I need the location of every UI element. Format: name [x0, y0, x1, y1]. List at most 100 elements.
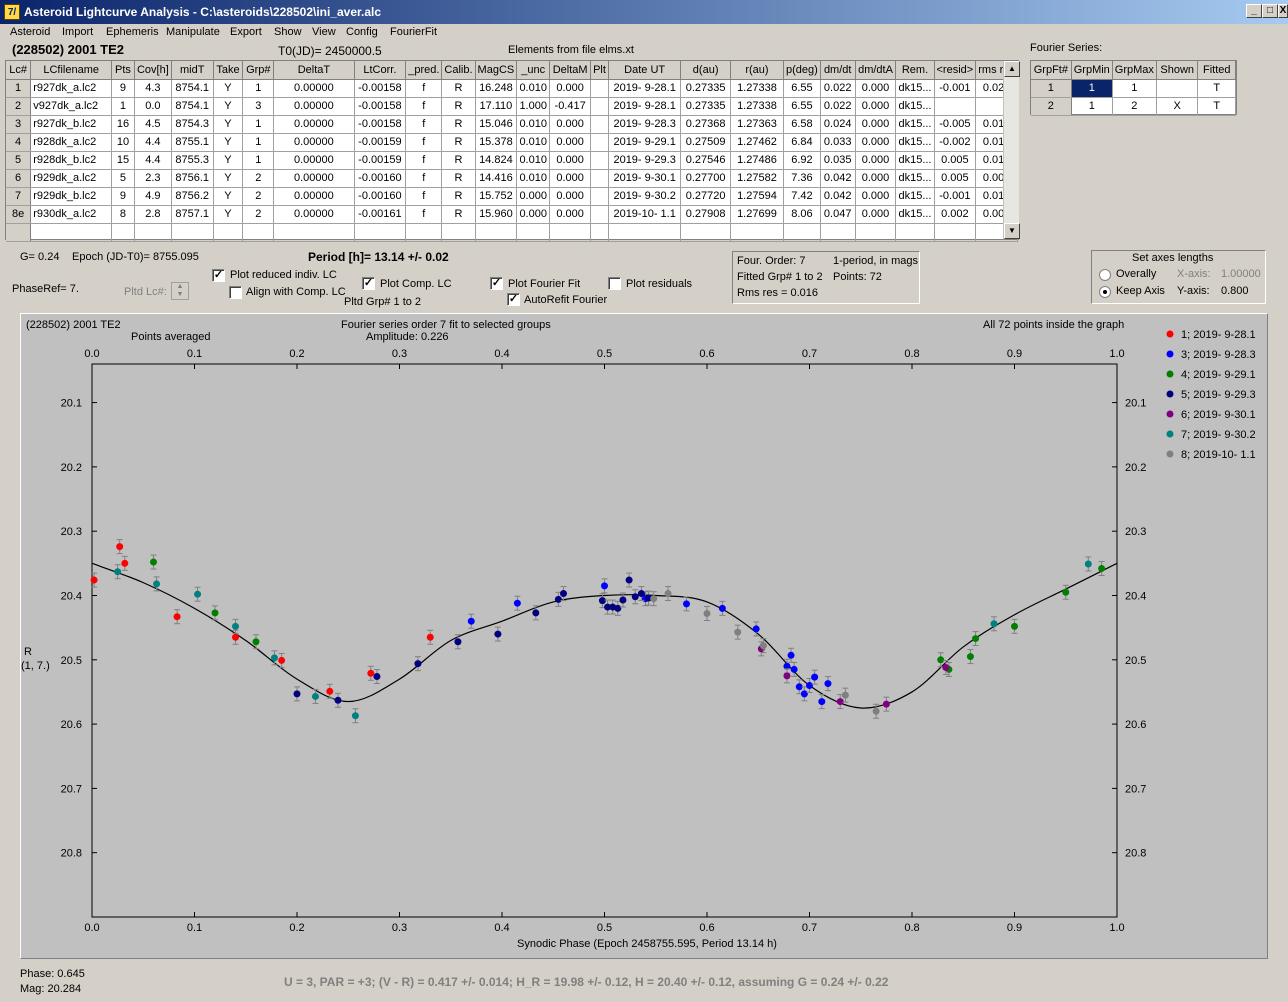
table-cell[interactable]: [405, 223, 443, 242]
table-cell[interactable]: Y: [213, 151, 244, 170]
column-header[interactable]: Cov[h]: [134, 61, 172, 80]
keep-axis-radio[interactable]: [1099, 286, 1111, 298]
table-cell[interactable]: 1: [242, 79, 275, 98]
table-cell[interactable]: 0.024: [820, 115, 856, 134]
column-header[interactable]: LCfilename: [30, 61, 113, 80]
table-scrollbar[interactable]: ▲ ▼: [1003, 61, 1020, 239]
table-cell[interactable]: 8: [111, 205, 135, 224]
table-cell[interactable]: 0.00000: [273, 169, 355, 188]
table-cell[interactable]: 2.3: [134, 169, 172, 188]
column-header[interactable]: p(deg): [783, 61, 821, 80]
table-cell[interactable]: R: [441, 187, 476, 206]
column-header[interactable]: dm/dt: [820, 61, 856, 80]
table-cell[interactable]: v927dk_a.lc2: [30, 97, 113, 116]
fourier-column-header[interactable]: GrpMax: [1112, 61, 1157, 80]
table-cell[interactable]: 6.92: [783, 151, 821, 170]
scroll-up-icon[interactable]: ▲: [1004, 61, 1020, 77]
table-cell[interactable]: Y: [213, 97, 244, 116]
plot-fourier-checkbox[interactable]: ✓: [490, 277, 503, 290]
column-header[interactable]: _pred.: [405, 61, 443, 80]
table-cell[interactable]: -0.00158: [354, 97, 407, 116]
table-cell[interactable]: 0.27335: [680, 79, 731, 98]
table-cell[interactable]: 1.000: [516, 97, 551, 116]
table-cell[interactable]: 1: [242, 151, 275, 170]
table-cell[interactable]: f: [405, 97, 443, 116]
table-cell[interactable]: [590, 79, 609, 98]
table-cell[interactable]: [608, 223, 682, 242]
table-cell[interactable]: 0.022: [820, 79, 856, 98]
table-cell[interactable]: r929dk_b.lc2: [30, 187, 113, 206]
table-cell[interactable]: 1.27462: [730, 133, 785, 152]
table-cell[interactable]: 2019-10- 1.1: [608, 205, 682, 224]
table-cell[interactable]: 0.000: [855, 187, 897, 206]
table-cell[interactable]: 6.55: [783, 97, 821, 116]
table-cell[interactable]: 1: [242, 115, 275, 134]
table-cell[interactable]: R: [441, 169, 476, 188]
menu-ephemeris[interactable]: Ephemeris: [106, 26, 159, 38]
menu-config[interactable]: Config: [346, 26, 378, 38]
table-cell[interactable]: -0.00161: [354, 205, 407, 224]
table-cell[interactable]: -0.417: [549, 97, 592, 116]
table-cell[interactable]: [934, 223, 977, 242]
table-cell[interactable]: -0.001: [934, 79, 977, 98]
table-cell[interactable]: 3: [6, 115, 32, 134]
table-cell[interactable]: 0.27720: [680, 187, 731, 206]
menu-import[interactable]: Import: [62, 26, 94, 38]
table-cell[interactable]: 0.27509: [680, 133, 731, 152]
table-cell[interactable]: r928dk_b.lc2: [30, 151, 113, 170]
table-cell[interactable]: -0.00159: [354, 133, 407, 152]
column-header[interactable]: _unc: [516, 61, 551, 80]
table-cell[interactable]: -0.00159: [354, 151, 407, 170]
table-cell[interactable]: [590, 223, 609, 242]
fourier-cell[interactable]: 1: [1112, 79, 1157, 98]
column-header[interactable]: Lc#: [6, 61, 32, 80]
table-cell[interactable]: 2019- 9-29.1: [608, 133, 682, 152]
overally-radio[interactable]: [1099, 269, 1111, 281]
table-cell[interactable]: 0.035: [820, 151, 856, 170]
table-cell[interactable]: Y: [213, 169, 244, 188]
table-cell[interactable]: 15: [111, 151, 135, 170]
table-cell[interactable]: 0.047: [820, 205, 856, 224]
table-cell[interactable]: -0.001: [934, 187, 977, 206]
table-cell[interactable]: dk15...: [895, 205, 935, 224]
table-row[interactable]: 2 v927dk_a.lc2 1 0.0 8754.1 Y 3 0.00000 -0.00158…: [6, 97, 1018, 116]
table-cell[interactable]: 0.27335: [680, 97, 731, 116]
table-cell[interactable]: Y: [213, 133, 244, 152]
table-cell[interactable]: 1.27699: [730, 205, 785, 224]
table-row[interactable]: 5 r928dk_b.lc2 15 4.4 8755.3 Y 1 0.00000 -0.0015…: [6, 151, 1018, 170]
fourier-cell[interactable]: T: [1197, 97, 1236, 116]
table-cell[interactable]: [475, 223, 518, 242]
table-cell[interactable]: f: [405, 169, 443, 188]
table-cell[interactable]: [441, 223, 476, 242]
table-cell[interactable]: [895, 223, 935, 242]
lightcurve-table[interactable]: Lc# LCfilename Pts Cov[h] midT Take Grp# DeltaT…: [5, 60, 1020, 242]
table-cell[interactable]: 2019- 9-30.2: [608, 187, 682, 206]
table-cell[interactable]: 0.000: [549, 115, 592, 134]
table-cell[interactable]: 0.00000: [273, 133, 355, 152]
table-cell[interactable]: -0.005: [934, 115, 977, 134]
table-cell[interactable]: 1.27486: [730, 151, 785, 170]
table-cell[interactable]: 0.000: [549, 133, 592, 152]
table-cell[interactable]: 0.000: [855, 115, 897, 134]
column-header[interactable]: Take: [213, 61, 244, 80]
table-cell[interactable]: [242, 223, 275, 242]
table-cell[interactable]: 5: [111, 169, 135, 188]
fourier-cell[interactable]: X: [1156, 97, 1199, 116]
table-cell[interactable]: r929dk_a.lc2: [30, 169, 113, 188]
table-cell[interactable]: 6.55: [783, 79, 821, 98]
table-cell[interactable]: 14.824: [475, 151, 518, 170]
table-cell[interactable]: 2019- 9-30.1: [608, 169, 682, 188]
table-cell[interactable]: f: [405, 133, 443, 152]
table-cell[interactable]: 14.416: [475, 169, 518, 188]
table-cell[interactable]: 16.248: [475, 79, 518, 98]
menu-show[interactable]: Show: [274, 26, 302, 38]
table-cell[interactable]: 15.960: [475, 205, 518, 224]
table-cell[interactable]: 0.27908: [680, 205, 731, 224]
table-cell[interactable]: -0.00160: [354, 169, 407, 188]
table-cell[interactable]: 2019- 9-28.1: [608, 79, 682, 98]
table-cell[interactable]: 7.36: [783, 169, 821, 188]
table-row[interactable]: 1 r927dk_a.lc2 9 4.3 8754.1 Y 1 0.00000 -0.00158…: [6, 79, 1018, 98]
table-cell[interactable]: 9: [111, 187, 135, 206]
